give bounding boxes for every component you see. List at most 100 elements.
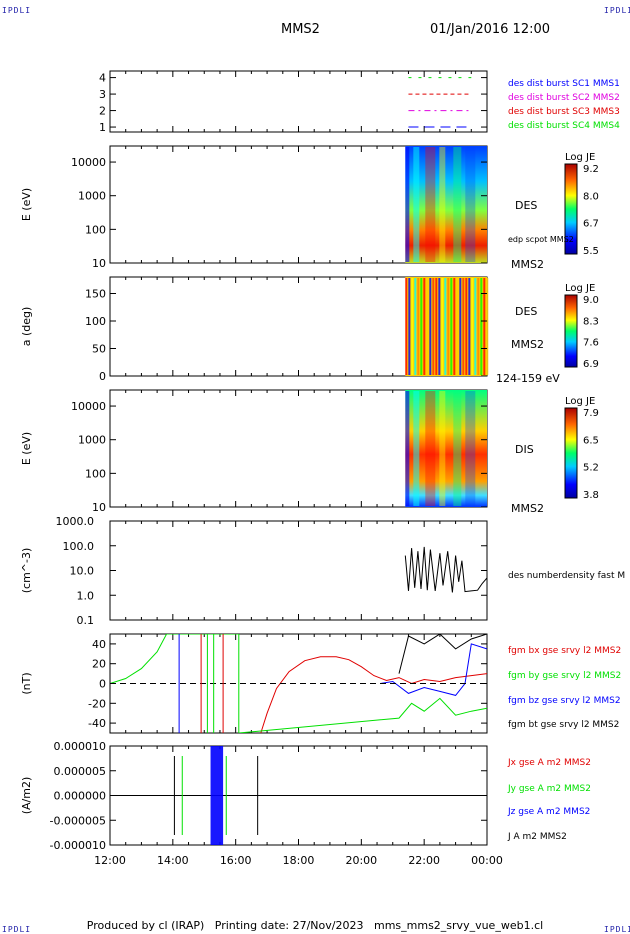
y-tick-label: -0.000005 <box>50 814 106 827</box>
x-tick-label: 14:00 <box>157 854 189 867</box>
spectrogram-stripe <box>462 278 465 375</box>
footer-printing: Printing date: 27/Nov/2023 <box>214 919 364 932</box>
spectrogram-stripe <box>465 391 476 506</box>
colorbar-title: Log JE <box>565 396 595 407</box>
x-tick-label: 18:00 <box>283 854 315 867</box>
spectrogram-stripe <box>405 278 408 375</box>
y-axis-label: E (eV) <box>20 432 33 465</box>
spectrogram-stripe <box>453 278 456 375</box>
series-group <box>110 634 487 733</box>
spectrogram-stripe <box>429 278 432 375</box>
spectrogram-stripe <box>413 391 420 506</box>
spectrogram-stripe <box>413 147 420 262</box>
corner-label-tl: IPDLI <box>2 6 32 15</box>
y-tick-label: 10.0 <box>70 565 95 578</box>
series-legend: Jx gse A m2 MMS2 <box>507 758 591 768</box>
series-legend: Jy gse A m2 MMS2 <box>507 784 591 794</box>
y-tick-label: 0.000000 <box>54 790 107 803</box>
spectrogram-stripe <box>426 278 429 375</box>
series-line <box>404 546 487 593</box>
y-tick-label: 10 <box>92 257 106 270</box>
y-tick-label: 1000.0 <box>56 515 95 528</box>
spectrogram-stripe <box>405 147 410 262</box>
y-axis-label: (nT) <box>20 672 33 694</box>
footer-file: mms_mms2_srvy_vue_web1.cl <box>373 919 544 932</box>
spectrogram-stripe <box>465 147 476 262</box>
spacecraft-title: MMS2 <box>281 22 320 37</box>
side-label: MMS2 <box>511 338 544 351</box>
side-label: edp scpot MMS2 <box>508 235 574 244</box>
side-label: DES <box>515 199 537 212</box>
series-legend: Jz gse A m2 MMS2 <box>507 807 590 817</box>
spectrogram-stripe <box>417 278 420 375</box>
colorbar-tick-label: 8.0 <box>583 191 599 202</box>
panel-frame <box>109 70 488 133</box>
y-tick-label: 0.000005 <box>54 765 107 778</box>
panel-dis-energy: 10 100 1000 10000 E (eV) Log JE7.9 6.5 5.2 3.8 DI… <box>20 389 599 515</box>
spectrogram-stripe <box>438 278 441 375</box>
colorbar <box>564 163 578 255</box>
spectrogram-stripe <box>439 147 446 262</box>
spectrogram-stripe <box>450 278 453 375</box>
colorbar-tick-label: 6.9 <box>583 359 599 370</box>
colorbar <box>564 294 578 368</box>
y-tick-label: 2 <box>99 105 106 118</box>
side-label: DES <box>515 305 537 318</box>
y-tick-label: 150 <box>85 288 106 301</box>
colorbar-tick-label: 9.0 <box>583 295 599 306</box>
legend-entry: des dist burst SC4 MMS4 <box>508 121 620 131</box>
spectrogram-stripe <box>480 278 483 375</box>
spectrogram-stripe <box>435 278 438 375</box>
y-tick-label: 3 <box>99 88 106 101</box>
colorbar-title: Log JE <box>565 152 595 163</box>
spectrogram-stripe <box>468 278 471 375</box>
panel-current: 0.000010 0.000005 0.000000 -0.000005 -0.0000… <box>20 740 591 852</box>
spectrogram-stripe <box>477 278 480 375</box>
spectrogram-stripe <box>453 147 462 262</box>
burst-block <box>210 746 224 845</box>
y-tick-label: 100 <box>85 315 106 328</box>
y-tick-label: 1.0 <box>77 589 95 602</box>
spectrogram-stripe <box>447 278 450 375</box>
panel-fgm: 40 20 0 -20 -40 (nT) fgm bx gse srvy l2 MMS2 fg… <box>20 633 621 734</box>
legend-entry: des dist burst SC3 MMS3 <box>508 107 620 117</box>
legend-entry: des dist burst SC1 MMS1 <box>508 79 620 89</box>
corner-label-tr: IPDLI <box>604 6 630 15</box>
spectrogram-stripe <box>441 278 444 375</box>
y-tick-label: 40 <box>92 638 106 651</box>
y-tick-label: 0 <box>99 370 106 383</box>
x-tick-label: 16:00 <box>220 854 252 867</box>
series-legend: fgm by gse srvy l2 MMS2 <box>508 671 621 681</box>
colorbar-tick-label: 7.6 <box>583 338 599 349</box>
corner-label-br: IPDLI <box>604 925 630 934</box>
x-tick-label: 22:00 <box>408 854 440 867</box>
y-tick-label: 0.1 <box>77 614 95 627</box>
y-axis-label: a (deg) <box>20 307 33 347</box>
colorbar-tick-label: 3.8 <box>583 490 599 501</box>
spectrogram-stripe <box>425 391 436 506</box>
colorbar-tick-label: 5.2 <box>583 463 599 474</box>
spectrogram-stripe <box>444 278 447 375</box>
series-line <box>380 643 487 696</box>
side-label: DIS <box>515 443 534 456</box>
side-label: 124-159 eV <box>496 372 560 385</box>
colorbar-tick-label: 6.5 <box>583 435 599 446</box>
spectrogram-stripe <box>439 391 446 506</box>
y-tick-label: 0.000010 <box>54 740 107 753</box>
series-line <box>398 634 487 674</box>
y-tick-label: -0.000010 <box>50 839 106 852</box>
colorbar-tick-label: 8.3 <box>583 316 599 327</box>
y-tick-label: 100 <box>85 223 106 236</box>
series-legend: fgm bx gse srvy l2 MMS2 <box>508 646 621 656</box>
footer-produced: Produced by cl (IRAP) <box>86 919 205 932</box>
side-label: MMS2 <box>511 258 544 271</box>
y-axis-label: E (eV) <box>20 188 33 221</box>
y-tick-label: -20 <box>88 697 106 710</box>
panel-des-energy: 10 100 1000 10000 E (eV) Log JE9.2 8.0 6.7 5.5 DE… <box>20 145 599 271</box>
datetime-title: 01/Jan/2016 12:00 <box>430 22 551 37</box>
colorbar-title: Log JE <box>565 283 595 294</box>
panel-availability: 1 2 3 4 des dist burst SC1 MMS1 des dist burs… <box>99 70 620 134</box>
corner-label-bl: IPDLI <box>2 925 32 934</box>
y-tick-label: 1 <box>99 121 106 134</box>
